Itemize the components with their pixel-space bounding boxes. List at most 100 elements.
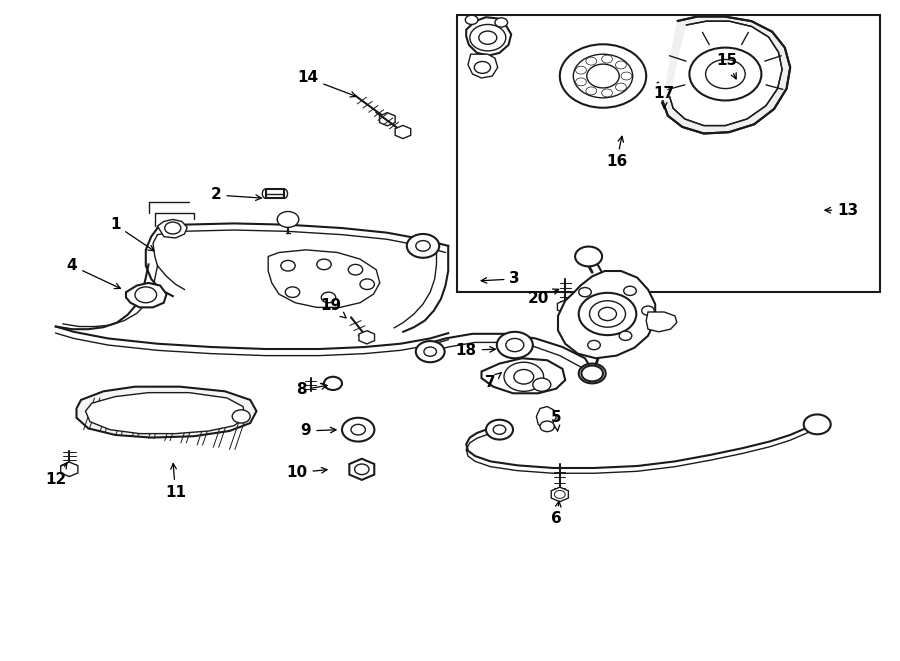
Circle shape: [474, 61, 490, 73]
Circle shape: [560, 44, 646, 108]
Polygon shape: [670, 21, 782, 126]
Text: 8: 8: [296, 383, 327, 397]
Circle shape: [616, 83, 626, 91]
Circle shape: [602, 89, 613, 97]
Text: 5: 5: [551, 410, 562, 431]
Circle shape: [586, 87, 597, 95]
Circle shape: [804, 414, 831, 434]
Text: 11: 11: [165, 463, 186, 500]
Polygon shape: [380, 112, 395, 126]
Circle shape: [706, 59, 745, 89]
Circle shape: [586, 57, 597, 65]
Text: 12: 12: [45, 463, 67, 486]
Text: 18: 18: [455, 343, 495, 358]
Circle shape: [324, 377, 342, 390]
Circle shape: [598, 307, 616, 321]
Polygon shape: [60, 462, 78, 477]
Text: 9: 9: [301, 424, 336, 438]
Text: 6: 6: [551, 501, 562, 526]
Circle shape: [642, 306, 654, 315]
Polygon shape: [482, 358, 565, 393]
Circle shape: [621, 72, 632, 80]
Circle shape: [514, 369, 534, 384]
Circle shape: [277, 212, 299, 227]
Polygon shape: [468, 54, 498, 78]
Circle shape: [232, 410, 250, 423]
Circle shape: [554, 490, 565, 498]
Circle shape: [342, 418, 374, 442]
Circle shape: [504, 362, 544, 391]
Polygon shape: [158, 219, 187, 238]
Text: 17: 17: [653, 87, 675, 108]
Polygon shape: [646, 312, 677, 332]
Polygon shape: [558, 271, 655, 358]
Circle shape: [581, 366, 603, 381]
Bar: [457, 15, 880, 292]
Circle shape: [497, 332, 533, 358]
Circle shape: [351, 424, 365, 435]
Polygon shape: [557, 300, 573, 313]
Text: 14: 14: [297, 71, 356, 97]
Text: 7: 7: [485, 373, 501, 389]
Polygon shape: [266, 189, 284, 198]
Circle shape: [407, 234, 439, 258]
Circle shape: [624, 286, 636, 295]
Polygon shape: [662, 17, 790, 134]
Polygon shape: [551, 487, 569, 502]
Polygon shape: [466, 17, 511, 56]
Text: 3: 3: [482, 272, 520, 286]
Circle shape: [281, 260, 295, 271]
Text: 20: 20: [527, 289, 559, 306]
Circle shape: [465, 15, 478, 24]
Circle shape: [165, 222, 181, 234]
Polygon shape: [395, 126, 410, 139]
Circle shape: [493, 425, 506, 434]
Polygon shape: [359, 330, 374, 344]
Circle shape: [579, 293, 636, 335]
Circle shape: [533, 378, 551, 391]
Circle shape: [587, 64, 619, 88]
Circle shape: [416, 341, 445, 362]
Circle shape: [506, 338, 524, 352]
Circle shape: [540, 421, 554, 432]
Circle shape: [579, 364, 606, 383]
Circle shape: [321, 292, 336, 303]
Text: 10: 10: [286, 465, 327, 480]
Polygon shape: [536, 407, 556, 428]
Text: 15: 15: [716, 54, 738, 79]
Polygon shape: [76, 387, 256, 438]
Circle shape: [479, 31, 497, 44]
Circle shape: [573, 54, 633, 98]
Circle shape: [135, 287, 157, 303]
Circle shape: [576, 78, 587, 86]
Circle shape: [575, 247, 602, 266]
Polygon shape: [86, 393, 245, 434]
Circle shape: [416, 241, 430, 251]
Circle shape: [495, 18, 508, 27]
Circle shape: [579, 288, 591, 297]
Circle shape: [424, 347, 436, 356]
Circle shape: [360, 279, 374, 290]
Polygon shape: [268, 250, 380, 307]
Circle shape: [285, 287, 300, 297]
Polygon shape: [126, 283, 166, 307]
Circle shape: [689, 48, 761, 100]
Circle shape: [616, 61, 626, 69]
Text: 1: 1: [110, 217, 154, 251]
Circle shape: [619, 331, 632, 340]
Circle shape: [355, 464, 369, 475]
Circle shape: [317, 259, 331, 270]
Text: 4: 4: [67, 258, 121, 289]
Circle shape: [470, 24, 506, 51]
Circle shape: [590, 301, 625, 327]
Polygon shape: [662, 17, 790, 134]
Circle shape: [588, 340, 600, 350]
Circle shape: [348, 264, 363, 275]
Polygon shape: [349, 459, 374, 480]
Circle shape: [602, 55, 613, 63]
Text: 2: 2: [211, 188, 261, 202]
Circle shape: [486, 420, 513, 440]
Text: 16: 16: [606, 136, 627, 169]
Circle shape: [576, 66, 587, 74]
Text: 19: 19: [320, 298, 346, 318]
